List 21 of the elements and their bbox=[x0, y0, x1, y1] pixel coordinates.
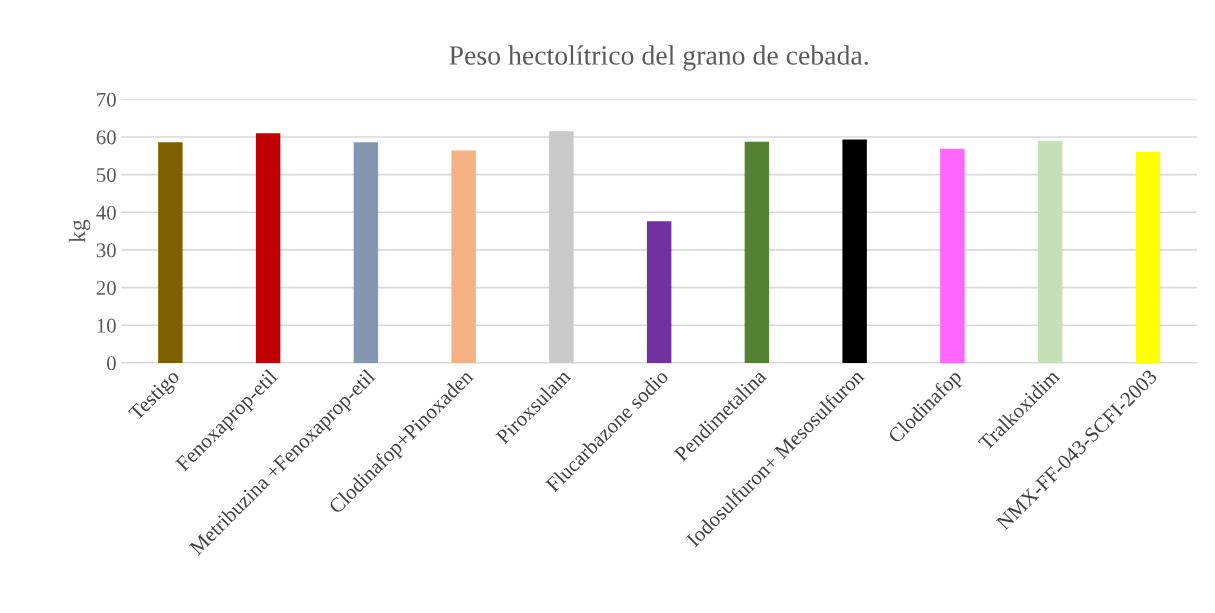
bar bbox=[1037, 140, 1063, 363]
bar bbox=[451, 150, 476, 363]
bar bbox=[744, 141, 770, 363]
bar bbox=[1135, 152, 1161, 363]
bar bbox=[255, 133, 281, 363]
y-tick-label: 60 bbox=[96, 130, 116, 145]
y-axis-title: kg bbox=[68, 219, 91, 243]
y-tick-label: 30 bbox=[96, 243, 116, 258]
bar bbox=[353, 142, 379, 363]
y-tick-label: 0 bbox=[107, 356, 116, 371]
bar bbox=[940, 148, 965, 363]
chart-title: Peso hectolítrico del grano de cebada. bbox=[449, 45, 868, 71]
y-tick-label: 40 bbox=[96, 205, 116, 220]
y-tick-label: 70 bbox=[97, 92, 116, 107]
bar bbox=[158, 142, 183, 363]
bar bbox=[842, 139, 867, 363]
y-tick-label: 50 bbox=[97, 167, 116, 183]
y-tick-label: 20 bbox=[96, 280, 116, 296]
bar bbox=[549, 131, 574, 363]
y-tick-label: 10 bbox=[97, 318, 116, 333]
bar bbox=[646, 221, 672, 363]
